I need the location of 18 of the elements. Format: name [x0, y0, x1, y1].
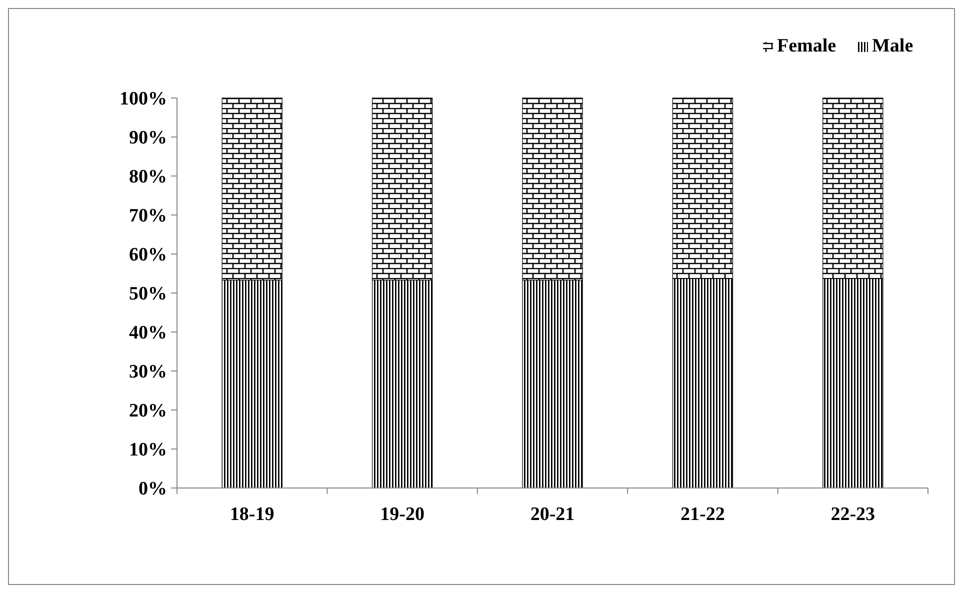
- x-tick-label: 20-21: [530, 504, 575, 525]
- y-tick-label: 50%: [129, 284, 167, 305]
- x-tick-label: 19-20: [380, 504, 424, 525]
- y-tick-label: 80%: [129, 166, 167, 188]
- x-tick-label: 18-19: [230, 504, 274, 525]
- legend-label: Male: [872, 36, 914, 56]
- y-tick-label: 40%: [129, 322, 167, 344]
- y-tick-label: 70%: [129, 206, 167, 227]
- y-tick-label: 0%: [138, 478, 167, 500]
- x-tick-label: 22-23: [830, 504, 876, 525]
- y-tick-label: 100%: [120, 88, 167, 110]
- y-tick-label: 10%: [129, 440, 167, 461]
- y-tick-label: 20%: [129, 400, 167, 422]
- x-tick-label: 21-22: [680, 504, 725, 525]
- legend-label: Female: [777, 36, 836, 56]
- y-tick-label: 60%: [129, 244, 167, 266]
- y-tick-label: 30%: [129, 362, 167, 383]
- y-tick-label: 90%: [129, 128, 167, 149]
